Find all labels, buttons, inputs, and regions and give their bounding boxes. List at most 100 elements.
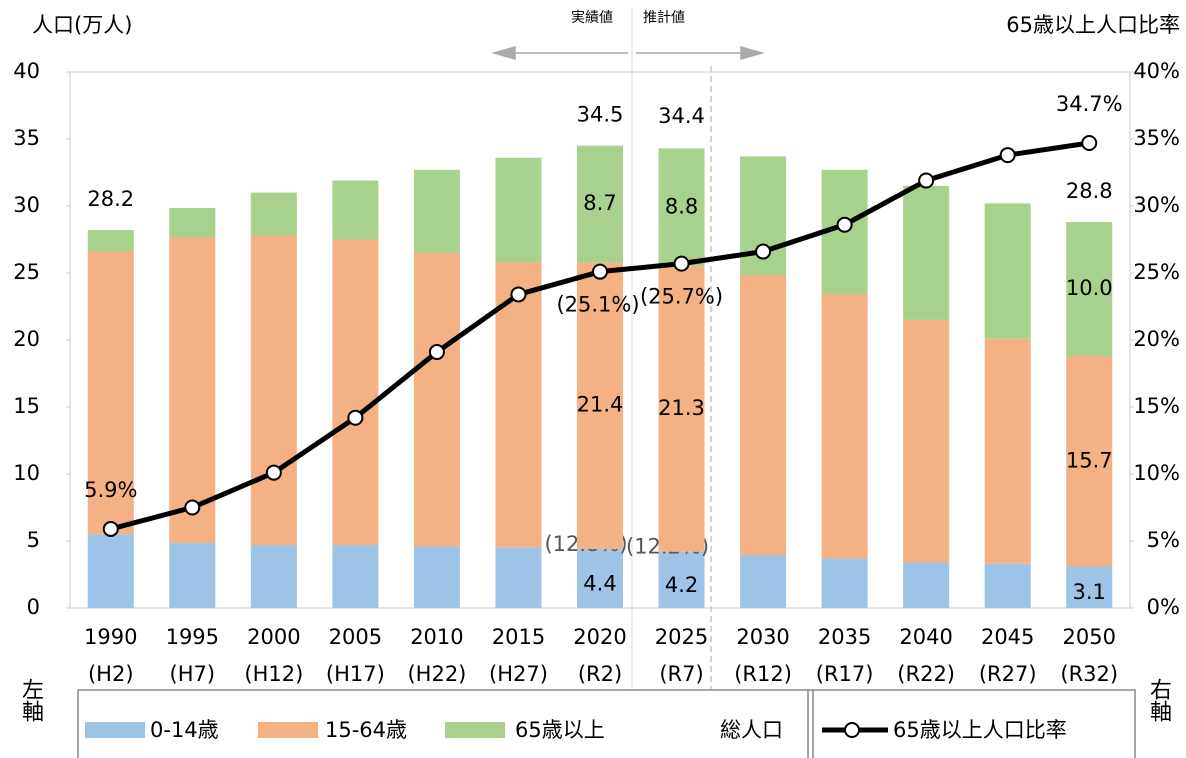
value-label: 10.0 <box>1066 276 1113 300</box>
bar-segment <box>821 294 868 559</box>
x-tick-sublabel: (H2) <box>88 662 134 686</box>
legend-label: 65歳以上 <box>515 718 605 742</box>
x-tick-label: 2035 <box>818 625 871 649</box>
legend-label: 15-64歳 <box>325 718 407 742</box>
x-tick-label: 1990 <box>84 625 137 649</box>
legend-swatch <box>85 722 145 738</box>
bar-segment <box>87 534 134 608</box>
bar-segment <box>413 169 460 253</box>
bar-segment <box>1066 222 1113 357</box>
x-tick-label: 2005 <box>329 625 382 649</box>
x-tick-label: 2040 <box>899 625 952 649</box>
left-axis-note: 左軸 <box>18 678 44 722</box>
value-label: 4.4 <box>583 572 616 596</box>
ratio-marker <box>184 499 201 516</box>
x-tick-sublabel: (H7) <box>170 662 216 686</box>
legend-label: 0-14歳 <box>150 718 219 742</box>
x-tick-sublabel: (H22) <box>407 662 466 686</box>
bar-segment <box>250 235 297 546</box>
x-tick-sublabel: (R7) <box>659 662 703 686</box>
bar-segment <box>169 237 216 544</box>
legend-label: 総人口 <box>720 718 783 742</box>
value-label: 8.8 <box>665 194 698 218</box>
x-tick-sublabel: (R22) <box>897 662 955 686</box>
ratio-marker <box>918 172 935 189</box>
x-tick-label: 2025 <box>655 625 708 649</box>
ratio-marker <box>102 520 119 537</box>
y-tick-label: 20 <box>13 327 40 351</box>
value-label: 15.7 <box>1066 448 1113 472</box>
ratio-marker <box>836 216 853 233</box>
y2-tick-label: 40% <box>1133 59 1180 83</box>
x-tick-sublabel: (R2) <box>578 662 622 686</box>
legend-swatch <box>445 722 505 738</box>
bar-segment <box>984 203 1031 339</box>
bar-segment <box>984 563 1031 608</box>
right-axis-note: 右軸 <box>1146 678 1172 722</box>
ratio-marker <box>755 243 772 260</box>
bar-segment <box>1066 566 1113 608</box>
x-tick-label: 2000 <box>247 625 300 649</box>
total-label: 28.8 <box>1066 179 1113 203</box>
total-label: 34.4 <box>658 104 705 128</box>
bar-segment <box>1066 356 1113 567</box>
legend <box>77 689 1136 758</box>
value-label: 3.1 <box>1073 580 1106 604</box>
y-tick-label: 5 <box>27 528 40 552</box>
legend-label: 65歳以上人口比率 <box>893 718 1067 742</box>
ratio-marker <box>265 464 282 481</box>
ratio-marker <box>1081 135 1098 152</box>
bar-segment <box>577 262 623 550</box>
legend-swatch <box>258 722 318 738</box>
bar-segment <box>740 555 787 608</box>
y2-tick-label: 30% <box>1133 193 1180 217</box>
x-tick-label: 1995 <box>166 625 219 649</box>
bar-segment <box>495 262 542 548</box>
ratio-label: (25.1%) <box>556 293 639 317</box>
bar-segment <box>250 192 297 236</box>
y-tick-label: 15 <box>13 394 40 418</box>
period-arrows <box>491 46 765 60</box>
legend-marker <box>844 722 860 738</box>
x-tick-label: 2050 <box>1063 625 1116 649</box>
ratio-marker <box>510 286 527 303</box>
ratio-label: (25.7%) <box>640 285 723 309</box>
bar-segment <box>87 251 134 535</box>
bar-segment <box>658 266 705 552</box>
x-tick-sublabel: (R32) <box>1060 662 1118 686</box>
y-tick-label: 35 <box>13 126 40 150</box>
bar-segment <box>577 145 623 263</box>
bar-segment <box>903 319 950 563</box>
bar-segment <box>658 551 705 608</box>
y-tick-label: 0 <box>27 595 40 619</box>
bar-segment <box>169 543 216 608</box>
bar-segment <box>332 239 379 546</box>
ratio-marker <box>592 263 608 280</box>
bar-segment <box>740 275 787 556</box>
bar-segment <box>984 338 1031 564</box>
x-tick-sublabel: (R12) <box>734 662 792 686</box>
bar-segment <box>658 148 705 267</box>
x-tick-label: 2015 <box>492 625 545 649</box>
ratio-marker <box>673 255 690 272</box>
x-tick-label: 2045 <box>981 625 1034 649</box>
y2-tick-label: 25% <box>1133 260 1180 284</box>
bar-segment <box>332 180 379 240</box>
bar-segment <box>413 546 460 608</box>
y-tick-label: 40 <box>13 59 40 83</box>
bar-segment <box>577 549 623 608</box>
bar-segment <box>495 157 542 263</box>
y2-tick-label: 20% <box>1133 327 1180 351</box>
total-label: 28.2 <box>87 187 134 211</box>
value-label: 21.3 <box>658 396 705 420</box>
ratio-label: 5.9% <box>84 478 137 502</box>
x-tick-sublabel: (H17) <box>326 662 385 686</box>
y2-tick-label: 10% <box>1133 461 1180 485</box>
x-tick-sublabel: (H12) <box>244 662 303 686</box>
x-tick-label: 2010 <box>410 625 463 649</box>
y2-axis-title: 65歳以上人口比率 <box>1006 13 1180 37</box>
y-tick-label: 25 <box>13 260 40 284</box>
x-tick-sublabel: (H27) <box>489 662 548 686</box>
y2-tick-label: 5% <box>1147 528 1180 552</box>
